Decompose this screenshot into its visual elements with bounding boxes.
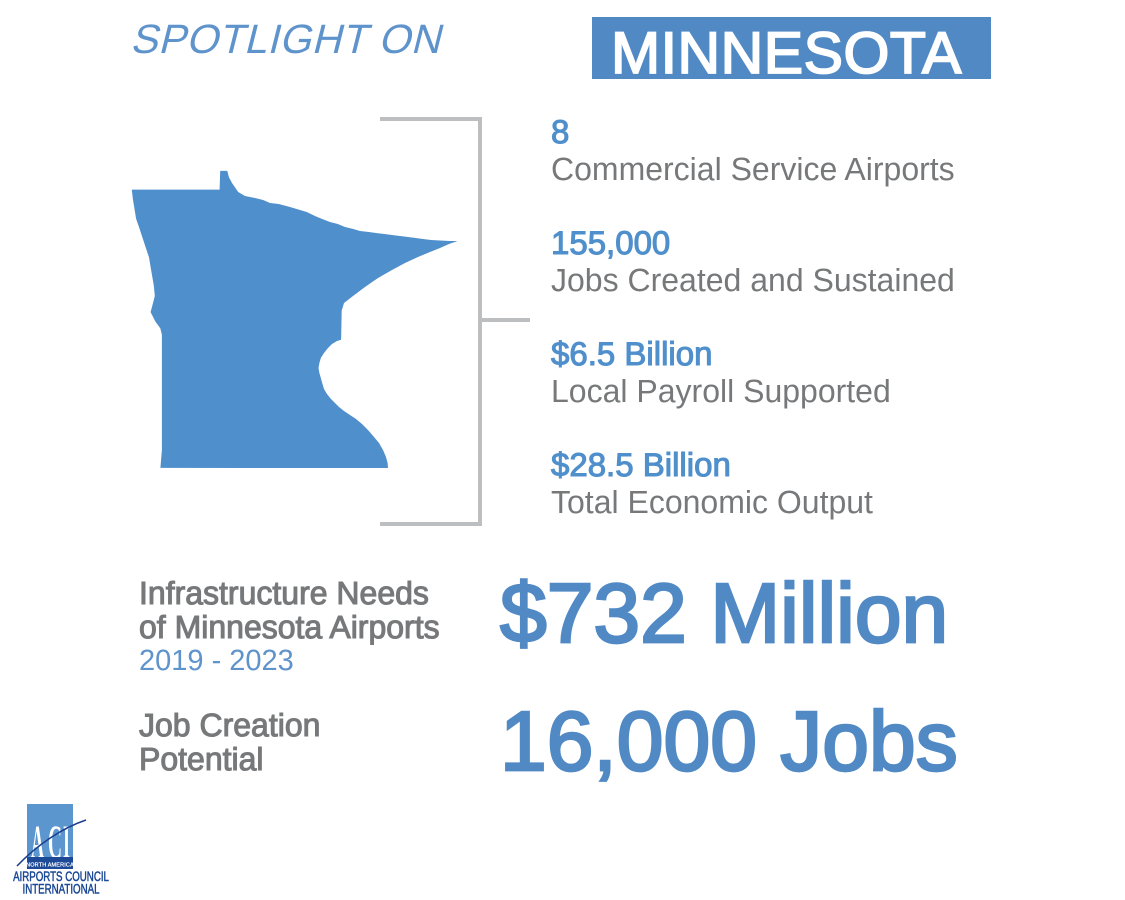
svg-text:INTERNATIONAL: INTERNATIONAL	[23, 882, 100, 897]
svg-text:NORTH AMERICA: NORTH AMERICA	[26, 861, 74, 868]
